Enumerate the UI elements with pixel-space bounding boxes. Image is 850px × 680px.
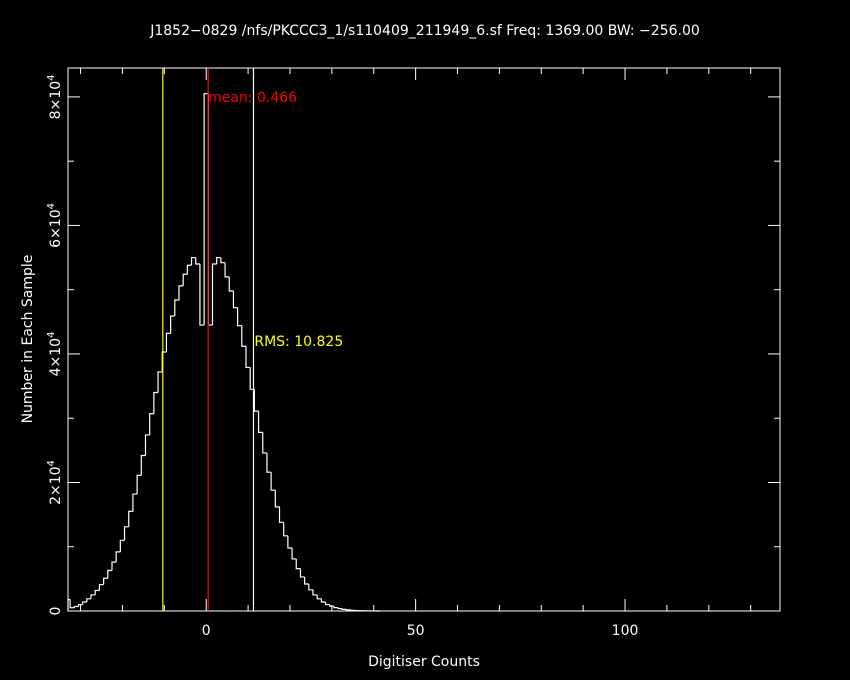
y-tick-label: 4×104 xyxy=(46,332,64,377)
histogram-bin xyxy=(270,472,276,491)
x-axis-label: Digitiser Counts xyxy=(368,654,480,670)
histogram-bin xyxy=(115,551,121,563)
y-axis-ticks: 0 2×104 4×104 6×104 8×104 xyxy=(46,75,780,616)
x-tick-label: 50 xyxy=(407,623,425,639)
histogram-bin xyxy=(107,569,112,579)
histogram-bin xyxy=(245,346,251,369)
histogram-bin xyxy=(207,93,213,326)
histogram-bin xyxy=(220,257,226,264)
histogram-bin xyxy=(149,413,154,435)
histogram-bin xyxy=(98,584,104,591)
histogram-bin xyxy=(136,474,142,495)
histogram-bin xyxy=(90,594,96,599)
histogram-bin xyxy=(73,605,79,608)
histogram-bin xyxy=(170,315,175,334)
histogram-bin xyxy=(329,604,334,607)
histogram-bin xyxy=(283,522,288,537)
histogram-bin xyxy=(345,609,351,611)
annotation-label: mean: 0.466 xyxy=(208,90,297,106)
histogram-bin xyxy=(287,535,293,549)
histogram-bin xyxy=(67,598,71,611)
histogram-bin xyxy=(237,307,242,327)
histogram-bin xyxy=(274,490,280,508)
histogram-bin xyxy=(262,432,267,454)
histogram-bin xyxy=(203,93,209,326)
x-tick-label: 100 xyxy=(612,623,639,639)
histogram-bin xyxy=(132,493,138,512)
histogram-bin xyxy=(320,598,326,603)
histogram-bin xyxy=(119,539,125,552)
histogram-bin xyxy=(253,389,259,412)
histogram-bin xyxy=(291,548,297,560)
histogram-bin xyxy=(174,299,179,317)
histogram-bin xyxy=(299,568,305,578)
y-tick-label: 2×104 xyxy=(46,460,64,505)
histogram-bin xyxy=(69,599,75,609)
histogram-bin xyxy=(333,606,339,609)
histogram-bin xyxy=(266,452,272,473)
histogram-bin xyxy=(157,371,163,393)
x-axis-ticks: 0 50 100 xyxy=(80,68,752,639)
histogram-bin xyxy=(278,506,284,523)
histogram-bin xyxy=(195,257,200,265)
x-tick-label: 0 xyxy=(202,623,211,639)
histogram-bin xyxy=(295,558,301,570)
histogram-bin xyxy=(337,607,343,610)
histogram-bin xyxy=(316,594,322,600)
histogram-bin xyxy=(77,603,83,607)
annotation-label: RMS: 10.825 xyxy=(254,334,343,350)
histogram-bin xyxy=(341,608,347,610)
histogram-bin xyxy=(153,391,159,414)
plot-frame xyxy=(67,67,781,612)
histogram-bin xyxy=(140,454,146,476)
histogram-bin xyxy=(111,561,117,571)
y-axis-label: Number in Each Sample xyxy=(20,255,36,424)
histogram-bin xyxy=(182,273,188,286)
histogram-bin xyxy=(86,598,92,603)
histogram-bin xyxy=(312,589,318,596)
histogram-bin xyxy=(257,411,263,433)
histogram-bin xyxy=(165,332,171,353)
histogram-bin xyxy=(199,263,205,326)
histogram-bin xyxy=(228,276,234,292)
histogram-bin xyxy=(216,256,221,264)
histogram-bin xyxy=(224,262,230,278)
y-tick-label: 0 xyxy=(48,607,64,616)
histogram-bin xyxy=(304,576,309,585)
y-tick-label: 8×104 xyxy=(46,75,64,120)
histogram-bin xyxy=(128,510,133,527)
histogram-bin xyxy=(178,285,184,300)
histogram-bin xyxy=(241,325,246,347)
chart-title: J1852−0829 /nfs/PKCCC3_1/s110409_211949_… xyxy=(149,23,700,39)
histogram-bin xyxy=(82,601,87,605)
histogram-bin xyxy=(211,263,217,326)
histogram-series xyxy=(67,93,381,612)
histogram-bin xyxy=(186,264,192,275)
histogram-bin xyxy=(144,434,150,456)
marker-lines xyxy=(162,68,255,611)
y-tick-label: 6×104 xyxy=(46,203,64,248)
histogram-bin xyxy=(123,526,129,541)
histogram-bin xyxy=(103,577,108,585)
histogram-bin xyxy=(308,584,314,591)
histogram-bin xyxy=(232,290,238,309)
histogram-bin xyxy=(94,589,100,595)
histogram-bin xyxy=(324,602,330,606)
chart-annotations: mean: 0.466 RMS: 10.825 xyxy=(208,90,343,350)
histogram-bin xyxy=(190,256,196,266)
